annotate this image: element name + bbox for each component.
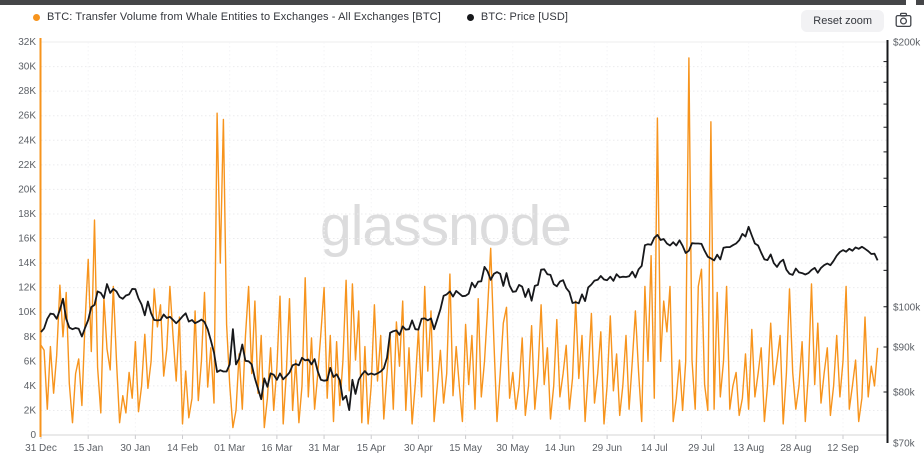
left-axis-tick-label: 0 (30, 430, 36, 441)
chart-legend: BTC: Transfer Volume from Whale Entities… (33, 11, 568, 23)
right-axis-tick-label: $70k (893, 439, 916, 450)
right-axis-tick-label: $100k (893, 302, 921, 313)
clipped-window-edge (0, 0, 906, 5)
x-axis-tick-label: 31 Dec (25, 443, 57, 454)
left-axis-tick-label: 8K (24, 332, 37, 343)
left-axis-tick-label: 18K (18, 209, 36, 220)
left-axis-tick-label: 22K (18, 160, 36, 171)
volume-series-line (40, 57, 879, 429)
legend-label-price: BTC: Price [USD] (480, 11, 569, 23)
x-axis-tick-label: 30 May (496, 443, 529, 454)
x-axis-tick-label: 15 Jan (73, 443, 103, 454)
left-axis-tick-label: 12K (18, 283, 36, 294)
left-axis-tick-label: 20K (18, 184, 36, 195)
price-series-line (40, 225, 879, 411)
x-axis-tick-label: 30 Jan (120, 443, 150, 454)
legend-item-transfer-volume[interactable]: BTC: Transfer Volume from Whale Entities… (33, 11, 441, 23)
x-axis-tick-label: 14 Feb (167, 443, 199, 454)
black-series-dot-icon (466, 13, 474, 21)
glassnode-watermark: glassnode (320, 194, 572, 258)
legend-label-transfer-volume: BTC: Transfer Volume from Whale Entities… (47, 11, 441, 23)
clipped-window-edge-corner (916, 0, 924, 5)
left-axis-tick-label: 32K (18, 37, 36, 48)
x-axis-tick-label: 01 Mar (214, 443, 246, 454)
left-axis-tick-label: 24K (18, 135, 36, 146)
x-axis-tick-label: 12 Sep (827, 443, 859, 454)
left-axis-tick-label: 30K (18, 62, 36, 73)
left-axis-tick-label: 2K (24, 405, 37, 416)
left-axis-tick-label: 28K (18, 86, 36, 97)
legend-item-price[interactable]: BTC: Price [USD] (466, 11, 569, 23)
x-axis-tick-label: 13 Aug (733, 443, 764, 454)
x-axis-tick-label: 16 Mar (261, 443, 293, 454)
left-axis-tick-label: 4K (24, 381, 37, 392)
x-axis-tick-label: 14 Jun (545, 443, 575, 454)
right-axis-tick-label: $200k (893, 38, 921, 49)
x-axis-tick-label: 29 Jul (688, 443, 715, 454)
x-axis-tick-label: 15 May (449, 443, 482, 454)
left-axis-tick-label: 6K (24, 356, 37, 367)
left-axis-tick-label: 10K (18, 307, 36, 318)
right-axis-tick-label: $80k (893, 387, 916, 398)
x-axis-tick-label: 14 Jul (641, 443, 668, 454)
left-axis-tick-label: 26K (18, 111, 36, 122)
camera-icon[interactable] (895, 12, 912, 28)
x-axis-tick-label: 28 Aug (780, 443, 811, 454)
left-axis-tick-label: 14K (18, 258, 36, 269)
left-axis-tick-label: 16K (18, 234, 36, 245)
x-axis-tick-label: 29 Jun (592, 443, 622, 454)
orange-series-dot-icon (33, 13, 40, 21)
right-axis-tick-label: $90k (893, 343, 916, 354)
reset-zoom-button[interactable]: Reset zoom (801, 10, 884, 32)
x-axis-tick-label: 30 Apr (404, 443, 434, 454)
x-axis-tick-label: 15 Apr (357, 443, 387, 454)
x-axis-tick-label: 31 Mar (308, 443, 340, 454)
